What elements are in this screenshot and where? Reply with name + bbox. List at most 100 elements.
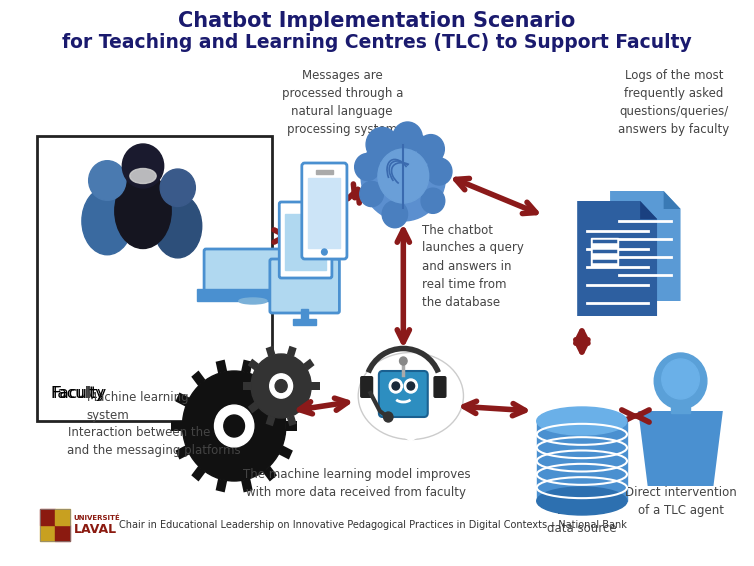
Ellipse shape bbox=[359, 354, 462, 439]
Bar bbox=[54, 525, 69, 541]
Circle shape bbox=[214, 405, 254, 447]
Bar bbox=[301, 309, 308, 321]
Text: Chatbot Implementation Scenario: Chatbot Implementation Scenario bbox=[178, 11, 576, 31]
Polygon shape bbox=[279, 445, 293, 460]
Circle shape bbox=[360, 181, 384, 207]
Bar bbox=[285, 214, 326, 270]
Text: Logs of the most
frequently asked
questions/queries/
answers by faculty: Logs of the most frequently asked questi… bbox=[618, 69, 730, 136]
Polygon shape bbox=[303, 401, 314, 413]
Text: Machine learning
system: Machine learning system bbox=[87, 391, 188, 422]
Bar bbox=[591, 238, 618, 266]
Circle shape bbox=[382, 201, 408, 228]
Polygon shape bbox=[639, 411, 723, 486]
Circle shape bbox=[361, 131, 446, 221]
Ellipse shape bbox=[115, 174, 171, 248]
Polygon shape bbox=[192, 466, 206, 482]
Text: Direct intervention
of a TLC agent: Direct intervention of a TLC agent bbox=[624, 486, 737, 517]
Circle shape bbox=[122, 144, 164, 188]
Text: Faculty: Faculty bbox=[51, 386, 105, 401]
Circle shape bbox=[224, 415, 244, 437]
Polygon shape bbox=[171, 421, 182, 431]
Circle shape bbox=[392, 382, 400, 390]
Polygon shape bbox=[241, 478, 253, 492]
Bar bbox=[316, 170, 333, 174]
Polygon shape bbox=[216, 478, 227, 492]
Text: UNIVERSITÉ: UNIVERSITÉ bbox=[73, 514, 120, 521]
Polygon shape bbox=[248, 401, 259, 413]
FancyBboxPatch shape bbox=[279, 202, 332, 278]
Circle shape bbox=[378, 149, 429, 203]
Polygon shape bbox=[241, 359, 253, 374]
Polygon shape bbox=[303, 359, 314, 370]
FancyBboxPatch shape bbox=[379, 371, 428, 417]
Circle shape bbox=[384, 412, 393, 422]
Polygon shape bbox=[610, 191, 681, 301]
Bar bbox=[293, 319, 316, 325]
Text: LAVAL: LAVAL bbox=[73, 524, 117, 537]
Bar bbox=[54, 509, 69, 525]
Circle shape bbox=[354, 153, 380, 181]
FancyBboxPatch shape bbox=[434, 376, 446, 398]
FancyBboxPatch shape bbox=[270, 259, 339, 313]
Bar bbox=[40, 525, 54, 541]
Polygon shape bbox=[216, 359, 227, 374]
Polygon shape bbox=[265, 346, 275, 357]
Text: The chatbot
launches a query
and answers in
real time from
the database: The chatbot launches a query and answers… bbox=[422, 224, 524, 308]
Polygon shape bbox=[248, 359, 259, 370]
Ellipse shape bbox=[537, 487, 627, 515]
Ellipse shape bbox=[239, 298, 267, 304]
Circle shape bbox=[417, 135, 444, 164]
Circle shape bbox=[321, 249, 327, 255]
Polygon shape bbox=[640, 201, 657, 219]
Circle shape bbox=[251, 354, 311, 418]
Ellipse shape bbox=[130, 169, 156, 183]
Ellipse shape bbox=[82, 187, 133, 255]
Ellipse shape bbox=[154, 194, 202, 258]
FancyBboxPatch shape bbox=[204, 249, 302, 293]
Bar bbox=[40, 509, 69, 541]
Polygon shape bbox=[265, 415, 275, 426]
Text: External
data source: External data source bbox=[547, 504, 617, 535]
Text: Interaction between the user
and the messaging platforms: Interaction between the user and the mes… bbox=[67, 426, 241, 457]
Bar bbox=[308, 178, 340, 248]
FancyBboxPatch shape bbox=[302, 163, 347, 259]
Polygon shape bbox=[286, 421, 297, 431]
Circle shape bbox=[182, 371, 286, 481]
Polygon shape bbox=[279, 392, 293, 406]
Circle shape bbox=[404, 379, 418, 393]
Text: Chair in Educational Leadership on Innovative Pedagogical Practices in Digital C: Chair in Educational Leadership on Innov… bbox=[118, 520, 627, 530]
Circle shape bbox=[275, 380, 287, 392]
Bar bbox=[197, 289, 309, 301]
Ellipse shape bbox=[537, 407, 627, 435]
Circle shape bbox=[389, 379, 403, 393]
Polygon shape bbox=[287, 415, 296, 426]
Circle shape bbox=[427, 158, 452, 185]
Circle shape bbox=[270, 374, 293, 398]
Polygon shape bbox=[243, 382, 251, 390]
Circle shape bbox=[366, 127, 398, 162]
Polygon shape bbox=[287, 346, 296, 357]
Polygon shape bbox=[176, 445, 189, 460]
Polygon shape bbox=[311, 382, 320, 390]
Polygon shape bbox=[392, 429, 427, 441]
Circle shape bbox=[393, 122, 422, 153]
Polygon shape bbox=[577, 201, 657, 316]
Circle shape bbox=[89, 161, 126, 200]
Text: Faculty: Faculty bbox=[53, 386, 107, 401]
Text: Messages are
processed through a
natural language
processing system: Messages are processed through a natural… bbox=[281, 69, 403, 136]
Bar bbox=[537, 421, 627, 501]
Circle shape bbox=[160, 169, 195, 207]
Polygon shape bbox=[176, 392, 189, 406]
Polygon shape bbox=[262, 371, 277, 386]
Circle shape bbox=[400, 357, 407, 365]
Polygon shape bbox=[664, 191, 681, 209]
Text: for Teaching and Learning Centres (TLC) to Support Faculty: for Teaching and Learning Centres (TLC) … bbox=[62, 33, 692, 53]
FancyBboxPatch shape bbox=[360, 376, 373, 398]
Circle shape bbox=[662, 359, 700, 399]
Text: The machine learning model improves
with more data received from faculty: The machine learning model improves with… bbox=[243, 468, 470, 499]
Polygon shape bbox=[262, 466, 277, 482]
Circle shape bbox=[421, 188, 445, 213]
Polygon shape bbox=[192, 371, 206, 386]
Bar bbox=[671, 398, 690, 413]
Circle shape bbox=[407, 382, 415, 390]
